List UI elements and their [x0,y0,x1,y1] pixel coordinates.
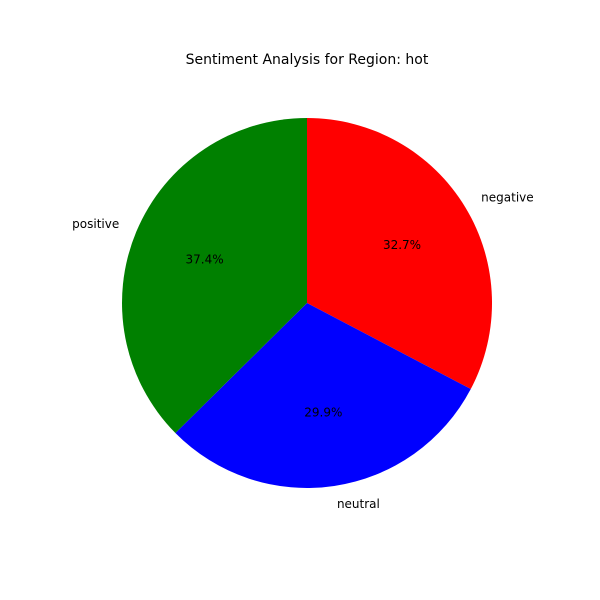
slice-label-neutral: neutral [337,497,380,511]
pie-labels: negative 32.7% neutral 29.9% positive 37.4% [72,190,534,511]
pie-slice-positive [122,118,308,433]
pie-slices [122,118,493,488]
slice-percent-neutral: 29.9% [304,405,342,419]
slice-percent-negative: 32.7% [383,238,421,252]
pie-slice-neutral [175,303,471,488]
pie-slice-negative [307,118,493,390]
slice-label-positive: positive [72,217,119,231]
slice-label-negative: negative [481,190,533,204]
slice-percent-positive: 37.4% [186,253,224,267]
chart-title: Sentiment Analysis for Region: hot [186,52,429,68]
